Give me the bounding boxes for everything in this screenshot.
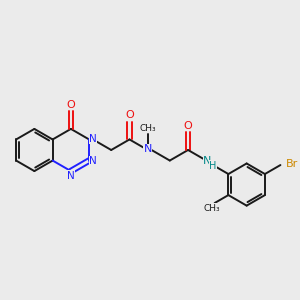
Text: N: N bbox=[89, 134, 97, 144]
Text: O: O bbox=[125, 110, 134, 120]
Text: Br: Br bbox=[286, 159, 298, 169]
Text: O: O bbox=[184, 121, 192, 130]
Text: N: N bbox=[143, 144, 152, 154]
Text: O: O bbox=[67, 100, 75, 110]
Text: H: H bbox=[209, 161, 216, 171]
Text: N: N bbox=[89, 156, 97, 167]
Text: CH₃: CH₃ bbox=[203, 204, 220, 213]
Text: CH₃: CH₃ bbox=[140, 124, 156, 133]
Text: N: N bbox=[67, 171, 75, 181]
Text: N: N bbox=[203, 156, 212, 167]
